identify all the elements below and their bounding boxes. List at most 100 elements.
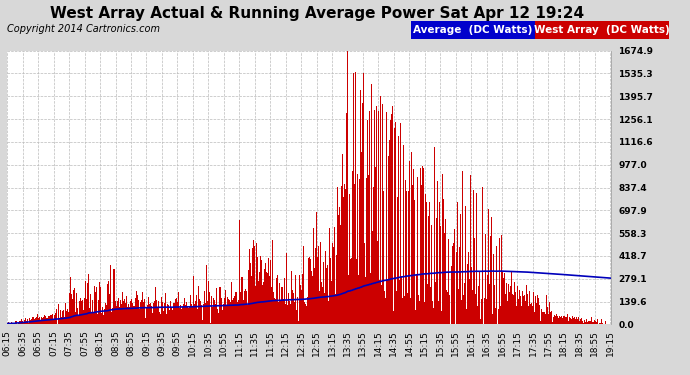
Bar — [363, 74, 364, 324]
Bar — [45, 316, 46, 324]
Bar — [387, 279, 388, 324]
Bar — [477, 249, 478, 324]
Bar — [148, 303, 149, 324]
Bar — [317, 257, 318, 324]
Bar — [161, 297, 162, 324]
Bar — [39, 318, 40, 324]
Bar — [16, 321, 17, 324]
Bar — [502, 272, 503, 324]
Bar — [20, 321, 21, 324]
Bar — [182, 307, 183, 324]
Bar — [145, 303, 146, 324]
Bar — [110, 285, 111, 324]
Bar — [465, 206, 466, 324]
Bar — [547, 307, 548, 324]
Bar — [524, 301, 526, 324]
Bar — [522, 291, 523, 324]
Bar — [484, 298, 485, 324]
Bar — [581, 318, 582, 324]
Bar — [211, 296, 212, 324]
Bar — [438, 301, 439, 324]
Bar — [470, 175, 471, 324]
Bar — [71, 294, 72, 324]
Bar — [383, 190, 384, 324]
Bar — [185, 304, 186, 324]
Bar — [18, 322, 19, 324]
Bar — [58, 304, 59, 324]
Bar — [377, 185, 378, 324]
Bar — [261, 260, 262, 324]
Bar — [373, 188, 374, 324]
Bar — [240, 292, 241, 324]
Bar — [183, 309, 184, 324]
Bar — [287, 304, 288, 324]
Bar — [395, 122, 396, 324]
Bar — [384, 142, 386, 324]
Bar — [102, 307, 103, 324]
Bar — [141, 307, 142, 324]
Bar — [138, 298, 139, 324]
Bar — [249, 249, 250, 324]
Bar — [135, 298, 136, 324]
Bar — [382, 104, 383, 324]
Bar — [543, 312, 544, 324]
Bar — [91, 313, 92, 324]
Bar — [602, 323, 603, 324]
Bar — [454, 229, 455, 324]
Bar — [486, 299, 487, 324]
Bar — [297, 297, 298, 324]
Bar — [171, 308, 172, 324]
Bar — [19, 321, 20, 324]
Bar — [14, 321, 15, 324]
Bar — [260, 256, 261, 324]
Bar — [186, 303, 187, 324]
Bar — [176, 303, 177, 324]
Bar — [302, 274, 303, 324]
Bar — [170, 301, 171, 324]
Bar — [27, 319, 28, 324]
Bar — [311, 271, 312, 324]
Bar — [86, 299, 87, 324]
Bar — [223, 304, 224, 324]
Bar — [189, 307, 190, 324]
Bar — [493, 254, 494, 324]
Bar — [119, 306, 120, 324]
Bar — [231, 282, 232, 324]
Bar — [25, 320, 26, 324]
Bar — [370, 273, 371, 324]
Bar — [198, 286, 199, 324]
Bar — [13, 323, 14, 324]
Bar — [352, 171, 353, 324]
Bar — [510, 286, 511, 324]
Bar — [217, 309, 218, 324]
Bar — [150, 303, 151, 324]
Bar — [137, 295, 138, 324]
Bar — [571, 320, 572, 324]
Bar — [265, 262, 266, 324]
Bar — [162, 302, 164, 324]
Bar — [592, 322, 593, 324]
Bar — [481, 220, 482, 324]
Bar — [422, 323, 424, 324]
Bar — [409, 161, 410, 324]
Bar — [362, 103, 363, 324]
Bar — [526, 285, 527, 324]
Bar — [303, 288, 304, 324]
Bar — [605, 321, 606, 324]
Bar — [213, 298, 214, 324]
Bar — [537, 295, 538, 324]
Bar — [158, 302, 159, 324]
Bar — [472, 290, 473, 324]
Bar — [132, 303, 133, 324]
Bar — [181, 309, 182, 324]
Bar — [576, 317, 577, 324]
Bar — [527, 294, 528, 324]
Bar — [532, 300, 533, 324]
Bar — [204, 291, 205, 324]
Bar — [411, 152, 412, 324]
Bar — [488, 303, 489, 324]
Bar — [339, 225, 340, 324]
Bar — [555, 316, 556, 324]
Bar — [392, 312, 393, 324]
Bar — [403, 145, 404, 324]
